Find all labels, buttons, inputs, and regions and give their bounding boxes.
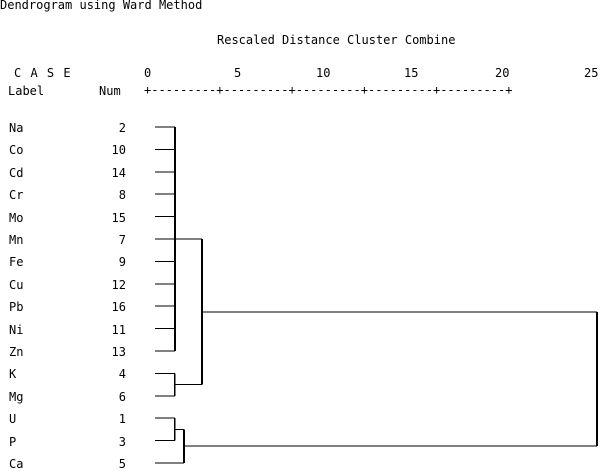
label-column-header: Label — [8, 84, 45, 98]
case-label: Na — [9, 121, 24, 135]
case-num: 13 — [111, 345, 126, 359]
chart-title: Dendrogram using Ward Method — [0, 0, 203, 12]
case-label: Cd — [9, 165, 24, 180]
scale-tick-15: 15 — [404, 66, 419, 80]
case-label: Pb — [9, 300, 24, 315]
scale-tick-20: 20 — [495, 66, 510, 80]
case-label: Ni — [9, 322, 24, 337]
case-num: 8 — [118, 188, 126, 203]
case-header: C A S E — [14, 66, 72, 80]
case-label: Mo — [9, 210, 24, 225]
case-num: 16 — [111, 300, 126, 315]
case-label: Mn — [9, 233, 24, 247]
case-num: 1 — [118, 412, 126, 427]
case-label: Cr — [9, 188, 24, 203]
case-num: 2 — [118, 121, 126, 135]
case-num: 9 — [118, 255, 126, 270]
scale-tick-25: 25 — [584, 66, 599, 80]
scale-tick-10: 10 — [316, 66, 331, 80]
case-num: 5 — [118, 457, 126, 471]
case-label: K — [9, 367, 17, 382]
case-num: 15 — [111, 210, 126, 225]
case-num: 3 — [118, 434, 126, 449]
case-label: Fe — [9, 255, 24, 270]
scale-tick-5: 5 — [234, 66, 242, 80]
case-num: 10 — [111, 143, 126, 158]
case-num: 6 — [118, 389, 126, 404]
scale-tick-0: 0 — [144, 66, 152, 80]
chart-subtitle: Rescaled Distance Cluster Combine — [217, 33, 456, 47]
case-label: Cu — [9, 277, 24, 292]
case-num: 7 — [118, 233, 126, 247]
distance-scale-axis: +---------+---------+---------+---------… — [144, 83, 513, 97]
case-num: 11 — [111, 322, 126, 337]
case-label: P — [9, 434, 17, 449]
case-label: Zn — [9, 345, 24, 359]
case-label: Mg — [9, 389, 24, 404]
case-label: Co — [9, 143, 24, 158]
num-column-header: Num — [99, 84, 121, 98]
case-label: U — [9, 412, 17, 427]
case-num: 12 — [111, 277, 126, 292]
case-num: 4 — [118, 367, 126, 382]
case-num: 14 — [111, 165, 126, 180]
